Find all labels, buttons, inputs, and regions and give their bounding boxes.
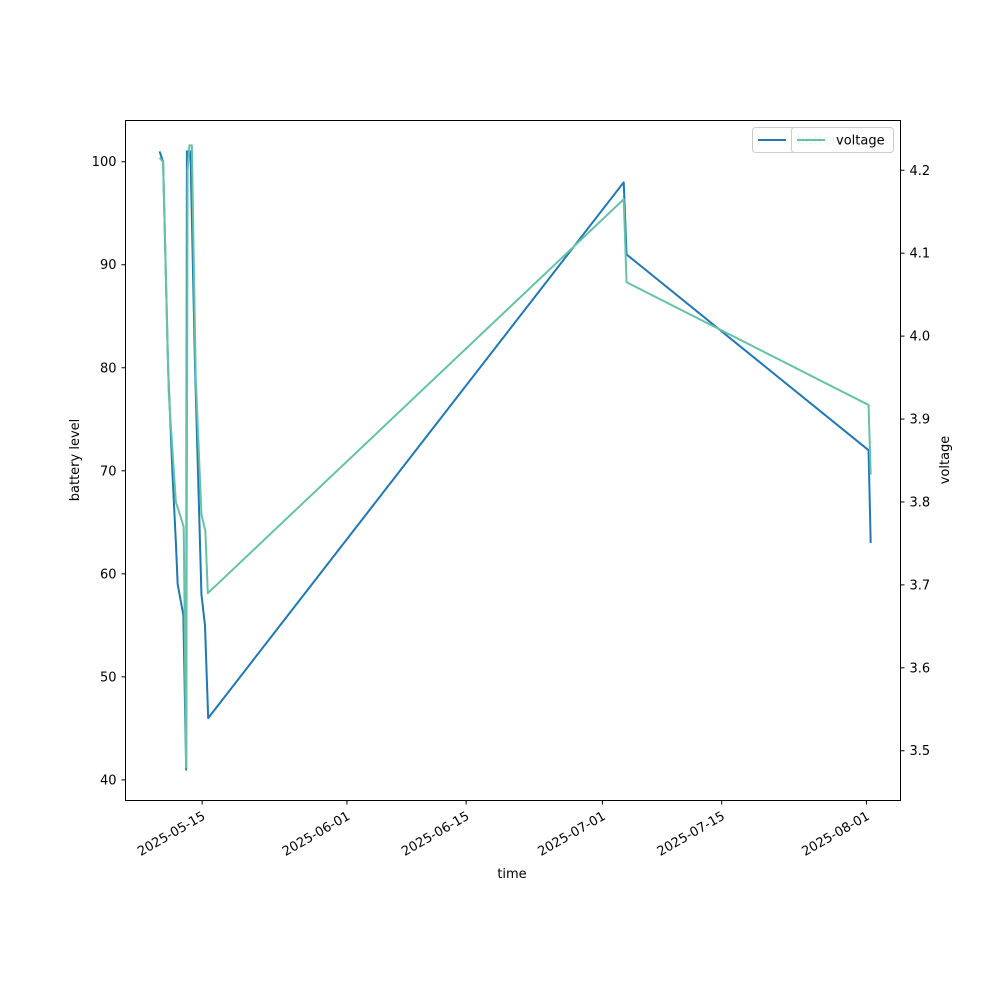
y-left-tick-label: 50 xyxy=(100,670,117,685)
plot-area-frame xyxy=(125,120,901,801)
y-left-tick-label: 100 xyxy=(92,155,117,170)
legend-voltage-label: voltage xyxy=(836,134,885,149)
y-right-tick-label: 3.9 xyxy=(910,413,931,428)
y-right-tick-label: 4.1 xyxy=(910,247,931,262)
y-left-tick-label: 90 xyxy=(100,258,117,273)
x-tick-label: 2025-07-01 xyxy=(535,809,608,860)
x-axis-label: time xyxy=(497,867,526,882)
series-line-battery xyxy=(158,150,872,771)
y-right-tick-label: 3.6 xyxy=(910,661,931,676)
x-tick-label: 2025-06-15 xyxy=(399,809,472,860)
y-axis-right: 3.5 3.6 3.7 3.8 3.9 4.0 4.1 4.2 xyxy=(900,164,931,759)
y-right-tick-label: 3.8 xyxy=(910,495,931,510)
x-tick-label: 2025-05-15 xyxy=(135,809,208,860)
legend-voltage: voltage xyxy=(791,127,894,153)
y-left-tick-label: 40 xyxy=(100,773,117,788)
legend-voltage-frame xyxy=(791,127,894,153)
y-right-axis-label: voltage xyxy=(938,436,953,485)
y-right-tick-label: 3.5 xyxy=(910,744,931,759)
y-right-tick-label: 4.2 xyxy=(910,164,931,179)
x-axis: 2025-05-15 2025-06-01 2025-06-15 2025-07-01… xyxy=(135,800,872,860)
x-tick-label: 2025-07-15 xyxy=(655,809,728,860)
y-left-tick-label: 70 xyxy=(100,464,117,479)
x-tick-label: 2025-08-01 xyxy=(799,809,872,860)
y-left-tick-label: 80 xyxy=(100,361,117,376)
y-left-tick-label: 60 xyxy=(100,567,117,582)
x-tick-label: 2025-06-01 xyxy=(280,809,353,860)
series-line-voltage xyxy=(158,144,872,769)
y-right-tick-label: 4.0 xyxy=(910,330,931,345)
y-left-axis-label: battery level xyxy=(68,419,83,502)
y-axis-left: 40 50 60 70 80 90 100 xyxy=(92,155,126,788)
y-right-tick-label: 3.7 xyxy=(910,578,931,593)
